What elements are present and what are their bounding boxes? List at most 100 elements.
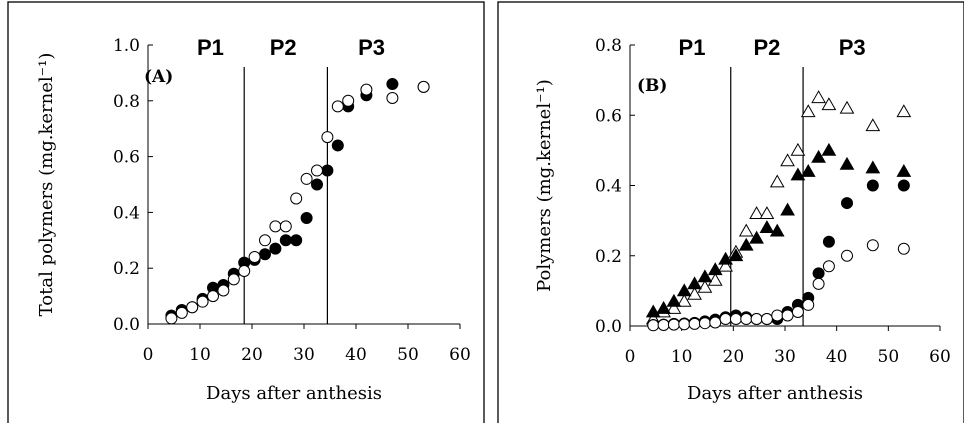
panel-b-point-open-circle (740, 312, 753, 325)
panel-a-x-tick-label: 40 (345, 345, 367, 365)
panel-b-x-tick-label: 40 (826, 347, 848, 367)
panel-b-point-open-circle (760, 312, 773, 325)
panel-b-point-open-triangle (780, 153, 795, 167)
panel-a-y-tick-label: 1.0 (113, 36, 140, 56)
panel-b-y-tick-label: 0.4 (595, 177, 622, 197)
panel-b-point-open-circle (667, 318, 680, 331)
panel-a-point-filled-circle (300, 211, 313, 224)
panel-b-point-filled-triangle (800, 163, 816, 177)
panel-b-point-open-triangle (800, 104, 816, 118)
panel-b-x-tick-label: 10 (671, 347, 693, 367)
panel-b-point-filled-triangle (790, 167, 806, 181)
panel-a-phase-label: P3 (358, 35, 385, 60)
panel-b-point-open-circle (771, 309, 784, 322)
panel-a-point-open-circle (196, 295, 209, 308)
panel-b-point-open-triangle (749, 206, 764, 219)
panel-b-x-tick-label: 60 (929, 347, 951, 367)
panel-b-point-open-triangle (759, 206, 775, 219)
panel-a-point-open-circle (311, 164, 323, 177)
panel-b-phase-label: P1 (679, 35, 706, 60)
panel-b-point-filled-triangle (839, 156, 855, 170)
panel-b-y-axis-title: Polymers (mg.kernel⁻¹) (534, 79, 555, 292)
panel-a-y-tick-label: 0.2 (113, 259, 140, 279)
panel-a-point-open-circle (186, 301, 199, 314)
panel-a-point-open-circle (238, 264, 251, 277)
panel-b-point-open-circle (678, 318, 691, 331)
panel-b-point-filled-triangle (645, 304, 661, 318)
panel-a-point-open-circle (207, 290, 219, 303)
panel-b-point-open-circle (781, 309, 794, 322)
panel-b-x-axis-title: Days after anthesis (687, 383, 863, 404)
panel-b-point-filled-triangle (896, 163, 912, 177)
panel-b-point-open-circle (729, 312, 742, 325)
panel-b-point-filled-circle (841, 197, 853, 210)
panel-b-point-filled-triangle (811, 149, 826, 163)
panel-b-point-filled-triangle (738, 237, 754, 251)
panel-a-point-open-circle (321, 131, 334, 144)
panel-a-point-filled-circle (386, 78, 399, 91)
panel-b-point-filled-circle (897, 179, 910, 192)
panel-b-point-open-triangle (666, 300, 682, 314)
panel-b-y-tick-label: 0.2 (595, 247, 622, 267)
panel-b: 0.0 0.2 0.4 0.6 0.8 0 10 20 30 40 50 60 P1 P2 P3 (B) Day… (534, 35, 951, 404)
panel-b-point-open-triangle (738, 223, 754, 237)
panel-b-point-open-circle (822, 260, 835, 273)
panel-a-phase-label: P2 (270, 35, 297, 60)
panel-b-point-open-circle (750, 312, 763, 325)
panel-b-point-filled-triangle (769, 223, 785, 237)
panel-a-point-open-circle (360, 83, 373, 96)
panel-b-point-open-triangle (707, 272, 723, 286)
panel-b-point-open-circle (791, 305, 804, 318)
panel-b-point-open-triangle (896, 104, 912, 118)
panel-b-point-open-triangle (697, 279, 713, 293)
panel-a-label: (A) (144, 67, 173, 87)
panel-a-point-filled-circle (311, 178, 323, 191)
panel-b-point-filled-circle (812, 267, 825, 280)
panel-a-x-tick-label: 30 (293, 345, 315, 365)
panel-b-point-filled-circle (866, 179, 879, 192)
panel-a-point-open-circle (269, 220, 282, 233)
panel-a-point-open-circle (259, 234, 271, 247)
panel-b-label: (B) (637, 76, 667, 96)
panel-a-point-open-circle (227, 273, 240, 286)
panel-a-y-tick-label: 0.8 (113, 92, 140, 112)
panel-b-point-open-circle (647, 319, 660, 332)
panel-a: 0.0 0.2 0.4 0.6 0.8 1.0 0 10 20 30 40 50 60 P1 P2 P3 (A)… (36, 35, 471, 404)
panel-b-phase-label: P3 (839, 35, 866, 60)
panel-b-point-filled-triangle (780, 202, 795, 216)
panel-b-point-open-circle (802, 298, 815, 311)
panel-b-point-filled-triangle (697, 269, 713, 283)
panel-a-point-open-circle (165, 312, 178, 325)
panel-a-point-filled-circle (331, 139, 344, 152)
panel-a-point-open-circle (417, 80, 430, 93)
panel-b-x-tick-label: 20 (723, 347, 745, 367)
panel-b-point-filled-triangle (687, 276, 702, 290)
panel-b-point-open-circle (897, 242, 910, 255)
panel-a-y-axis-title: Total polymers (mg.kernel⁻¹) (36, 53, 57, 317)
panel-b-point-filled-triangle (676, 283, 692, 297)
panel-b-phase-label: P2 (753, 35, 780, 60)
panel-b-point-open-circle (698, 317, 711, 330)
panel-a-x-tick-label: 20 (241, 345, 263, 365)
panel-b-point-filled-triangle (718, 251, 733, 265)
panel-b-x-tick-label: 50 (878, 347, 900, 367)
panel-b-y-tick-label: 0.0 (595, 317, 622, 337)
panel-a-y-tick-label: 0.6 (113, 148, 140, 168)
panel-a-point-filled-circle (321, 164, 334, 177)
panel-a-x-tick-label: 50 (397, 345, 419, 365)
panel-a-point-filled-circle (259, 248, 271, 261)
panel-a-point-open-circle (331, 100, 344, 113)
panel-a-point-open-circle (342, 94, 355, 107)
panel-b-point-open-triangle (790, 142, 806, 156)
panel-a-border (7, 1, 485, 423)
panel-a-point-open-circle (217, 284, 230, 297)
panel-b-y-tick-label: 0.6 (595, 106, 622, 126)
panel-a-point-filled-circle (279, 234, 292, 247)
panel-b-point-open-circle (719, 312, 732, 325)
panel-b-border (497, 1, 964, 423)
panel-b-point-open-triangle (676, 293, 692, 307)
panel-a-phase-label: P1 (197, 35, 224, 60)
panel-a-x-tick-label: 60 (449, 345, 471, 365)
panel-b-y-tick-label: 0.8 (595, 36, 622, 56)
panel-a-y-tick-label: 0.0 (113, 315, 140, 335)
